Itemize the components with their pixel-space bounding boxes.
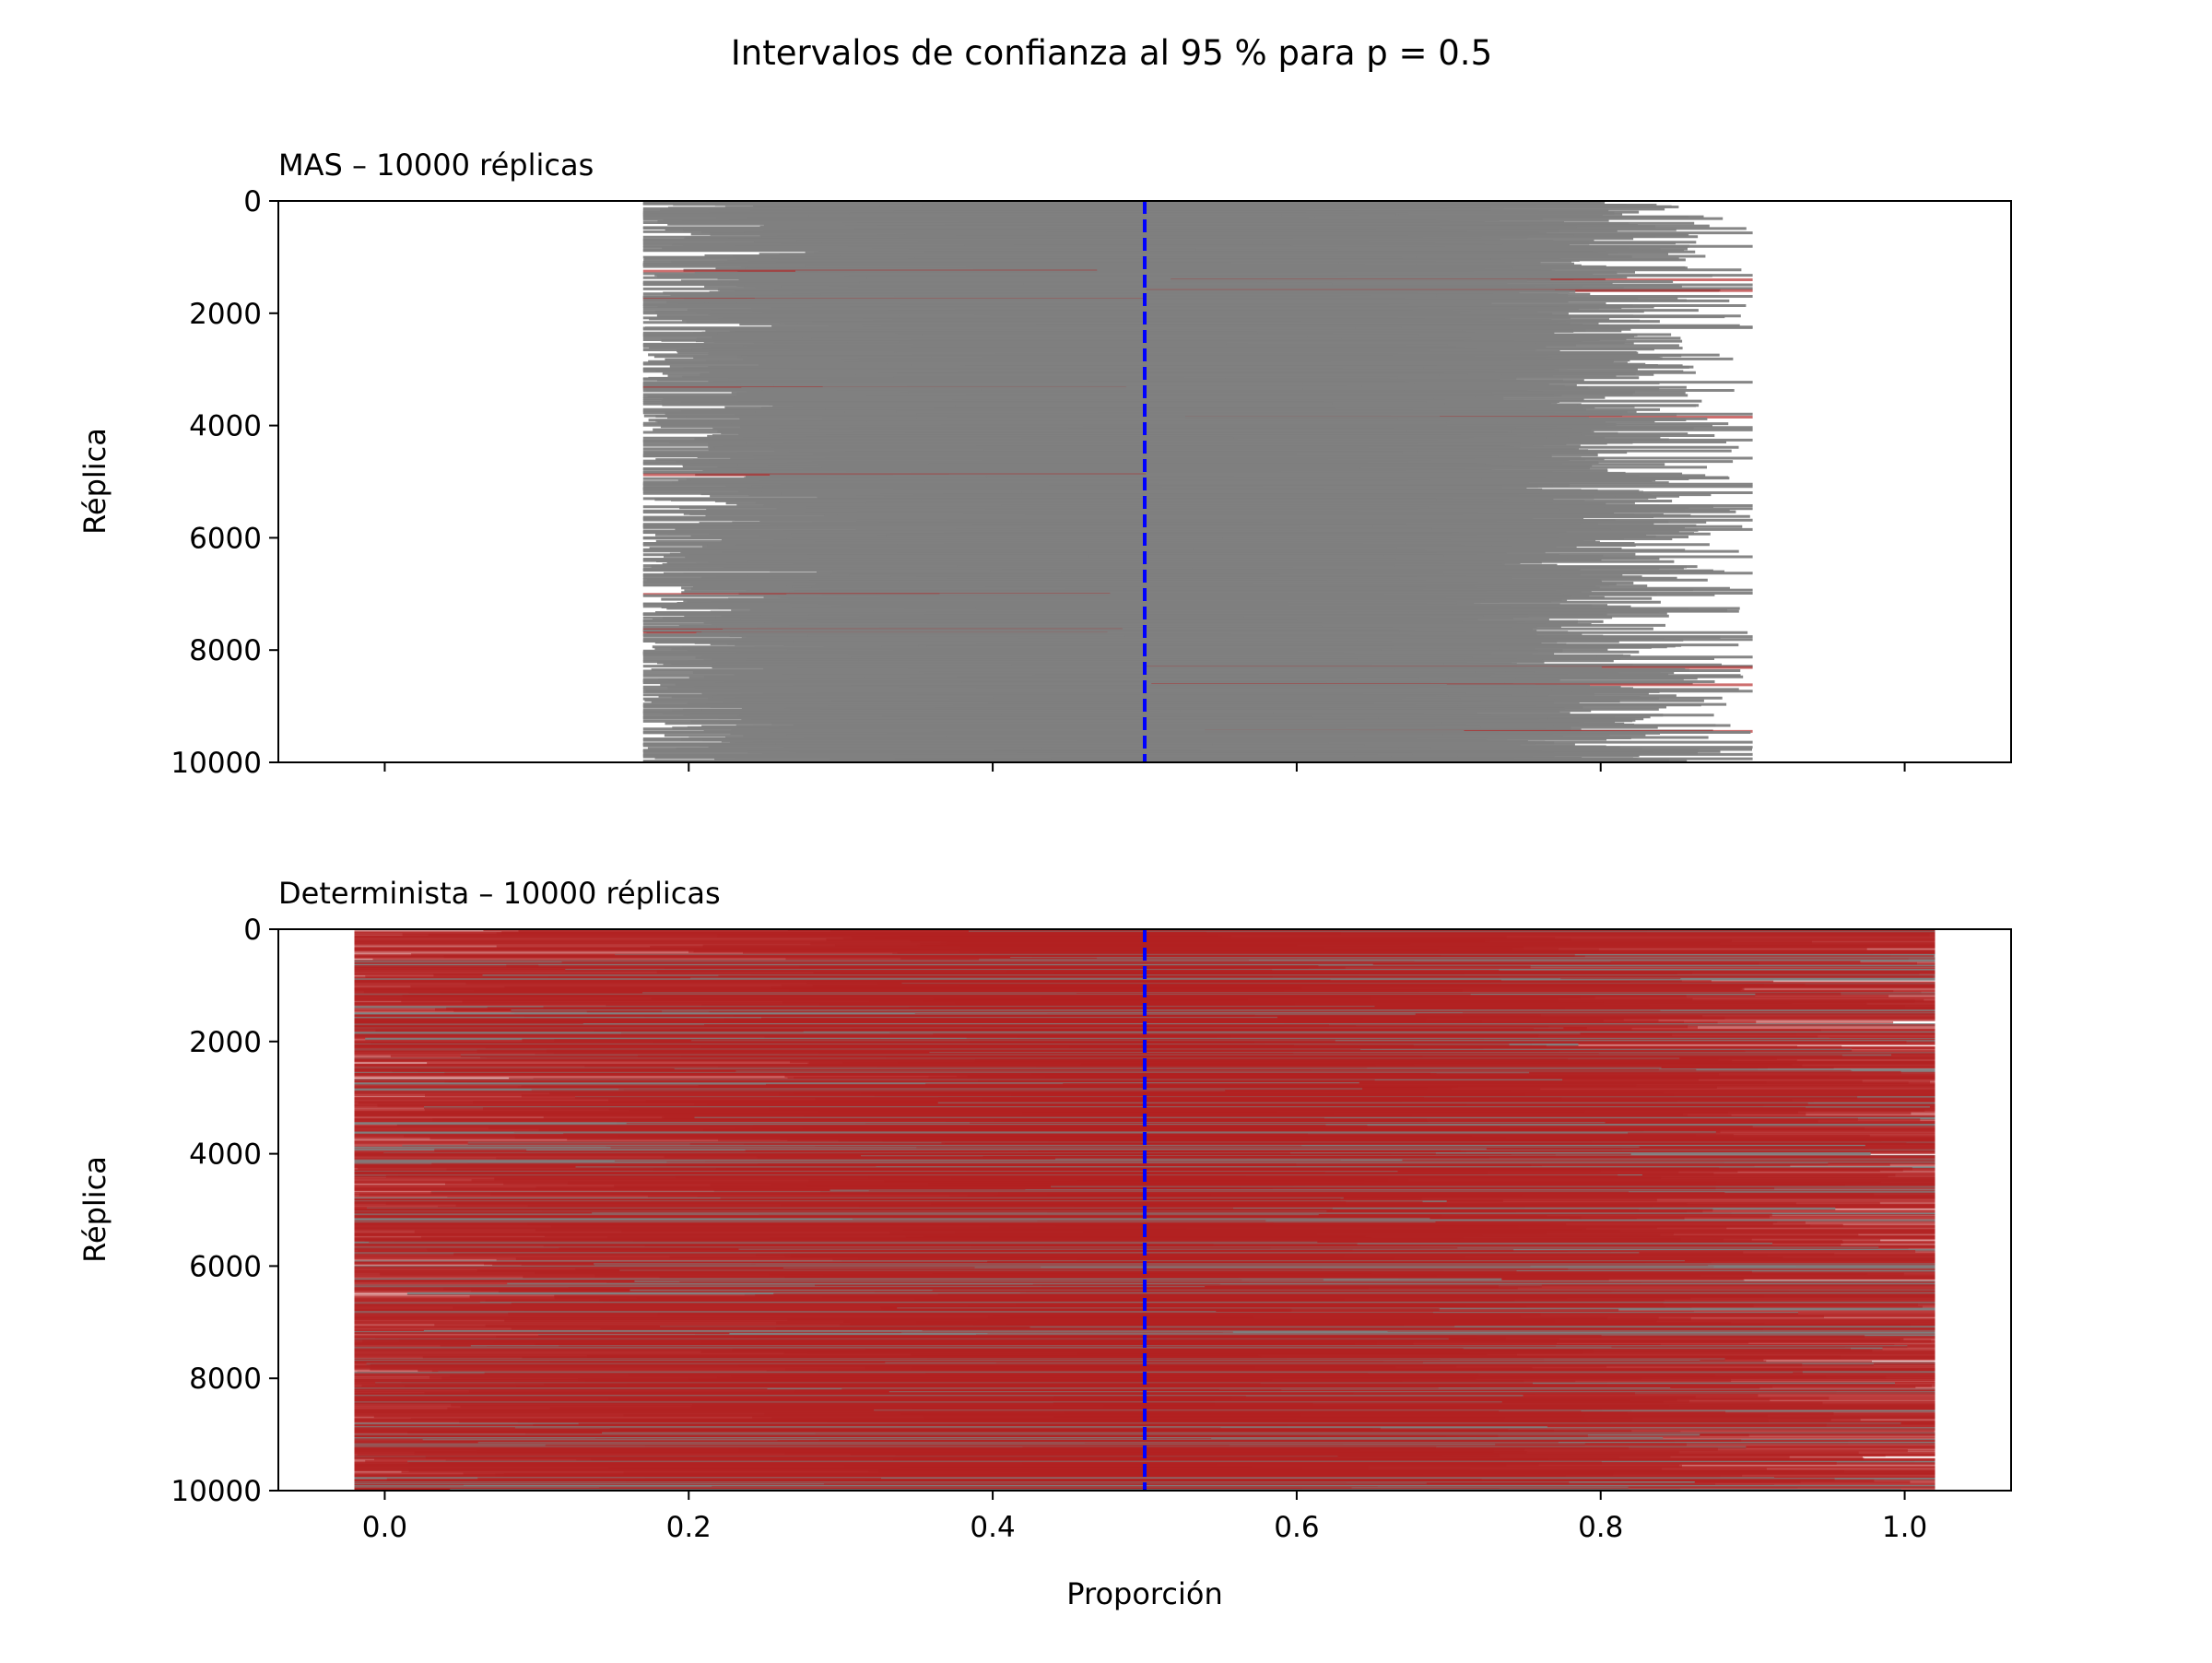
y-tick-label: 4000 [189,1138,262,1172]
panel-title-determinista: Determinista – 10000 réplicas [278,876,721,911]
panel-determinista: Determinista – 10000 réplicas 0 2000 4000 6… [77,876,2012,1611]
y-axis-determinista: 0 2000 4000 6000 8000 10000 [171,914,278,1508]
axes-frame-mas [277,200,2012,763]
x-tick-label: 0.0 [362,1511,407,1544]
y-tick-label: 10000 [171,747,262,780]
y-axis-mas: 0 2000 4000 6000 8000 10000 [171,185,278,780]
x-tick-label: 0.6 [1274,1511,1319,1544]
y-tick-label: 2000 [189,1026,262,1059]
y-tick-label: 0 [243,185,262,218]
y-tick-label: 10000 [171,1475,262,1508]
y-tick-label: 0 [243,914,262,947]
y-tick-label: 4000 [189,410,262,443]
figure-title: Intervalos de confianza al 95 % para p =… [731,33,1492,73]
y-axis-label-determinista: Réplica [77,1156,112,1263]
y-tick-label: 8000 [189,634,262,667]
y-tick-label: 2000 [189,298,262,331]
y-axis-label-mas: Réplica [77,428,112,535]
y-tick-label: 6000 [189,1250,262,1283]
panel-title-mas: MAS – 10000 réplicas [278,147,594,183]
x-axis-mas [383,762,1906,772]
axes-frame-determinista [277,928,2012,1492]
x-axis-label: Proporción [1066,1576,1222,1611]
x-tick-label: 0.4 [970,1511,1015,1544]
y-tick-label: 8000 [189,1362,262,1396]
x-axis-determinista: 0.0 0.2 0.4 0.6 0.8 1.0 [362,1491,1927,1544]
y-tick-label: 6000 [189,522,262,555]
x-tick-label: 0.8 [1578,1511,1623,1544]
x-tick-label: 0.2 [666,1511,712,1544]
x-tick-label: 1.0 [1882,1511,1927,1544]
interval-bars-mas [642,201,1753,762]
interval-bars-determinista [354,929,1936,1491]
panel-mas: MAS – 10000 réplicas 0 2000 4000 6000 8000 10… [77,147,2012,780]
